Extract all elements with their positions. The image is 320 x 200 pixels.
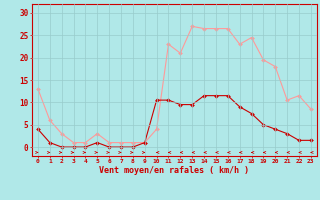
X-axis label: Vent moyen/en rafales ( km/h ): Vent moyen/en rafales ( km/h ) [100, 166, 249, 175]
